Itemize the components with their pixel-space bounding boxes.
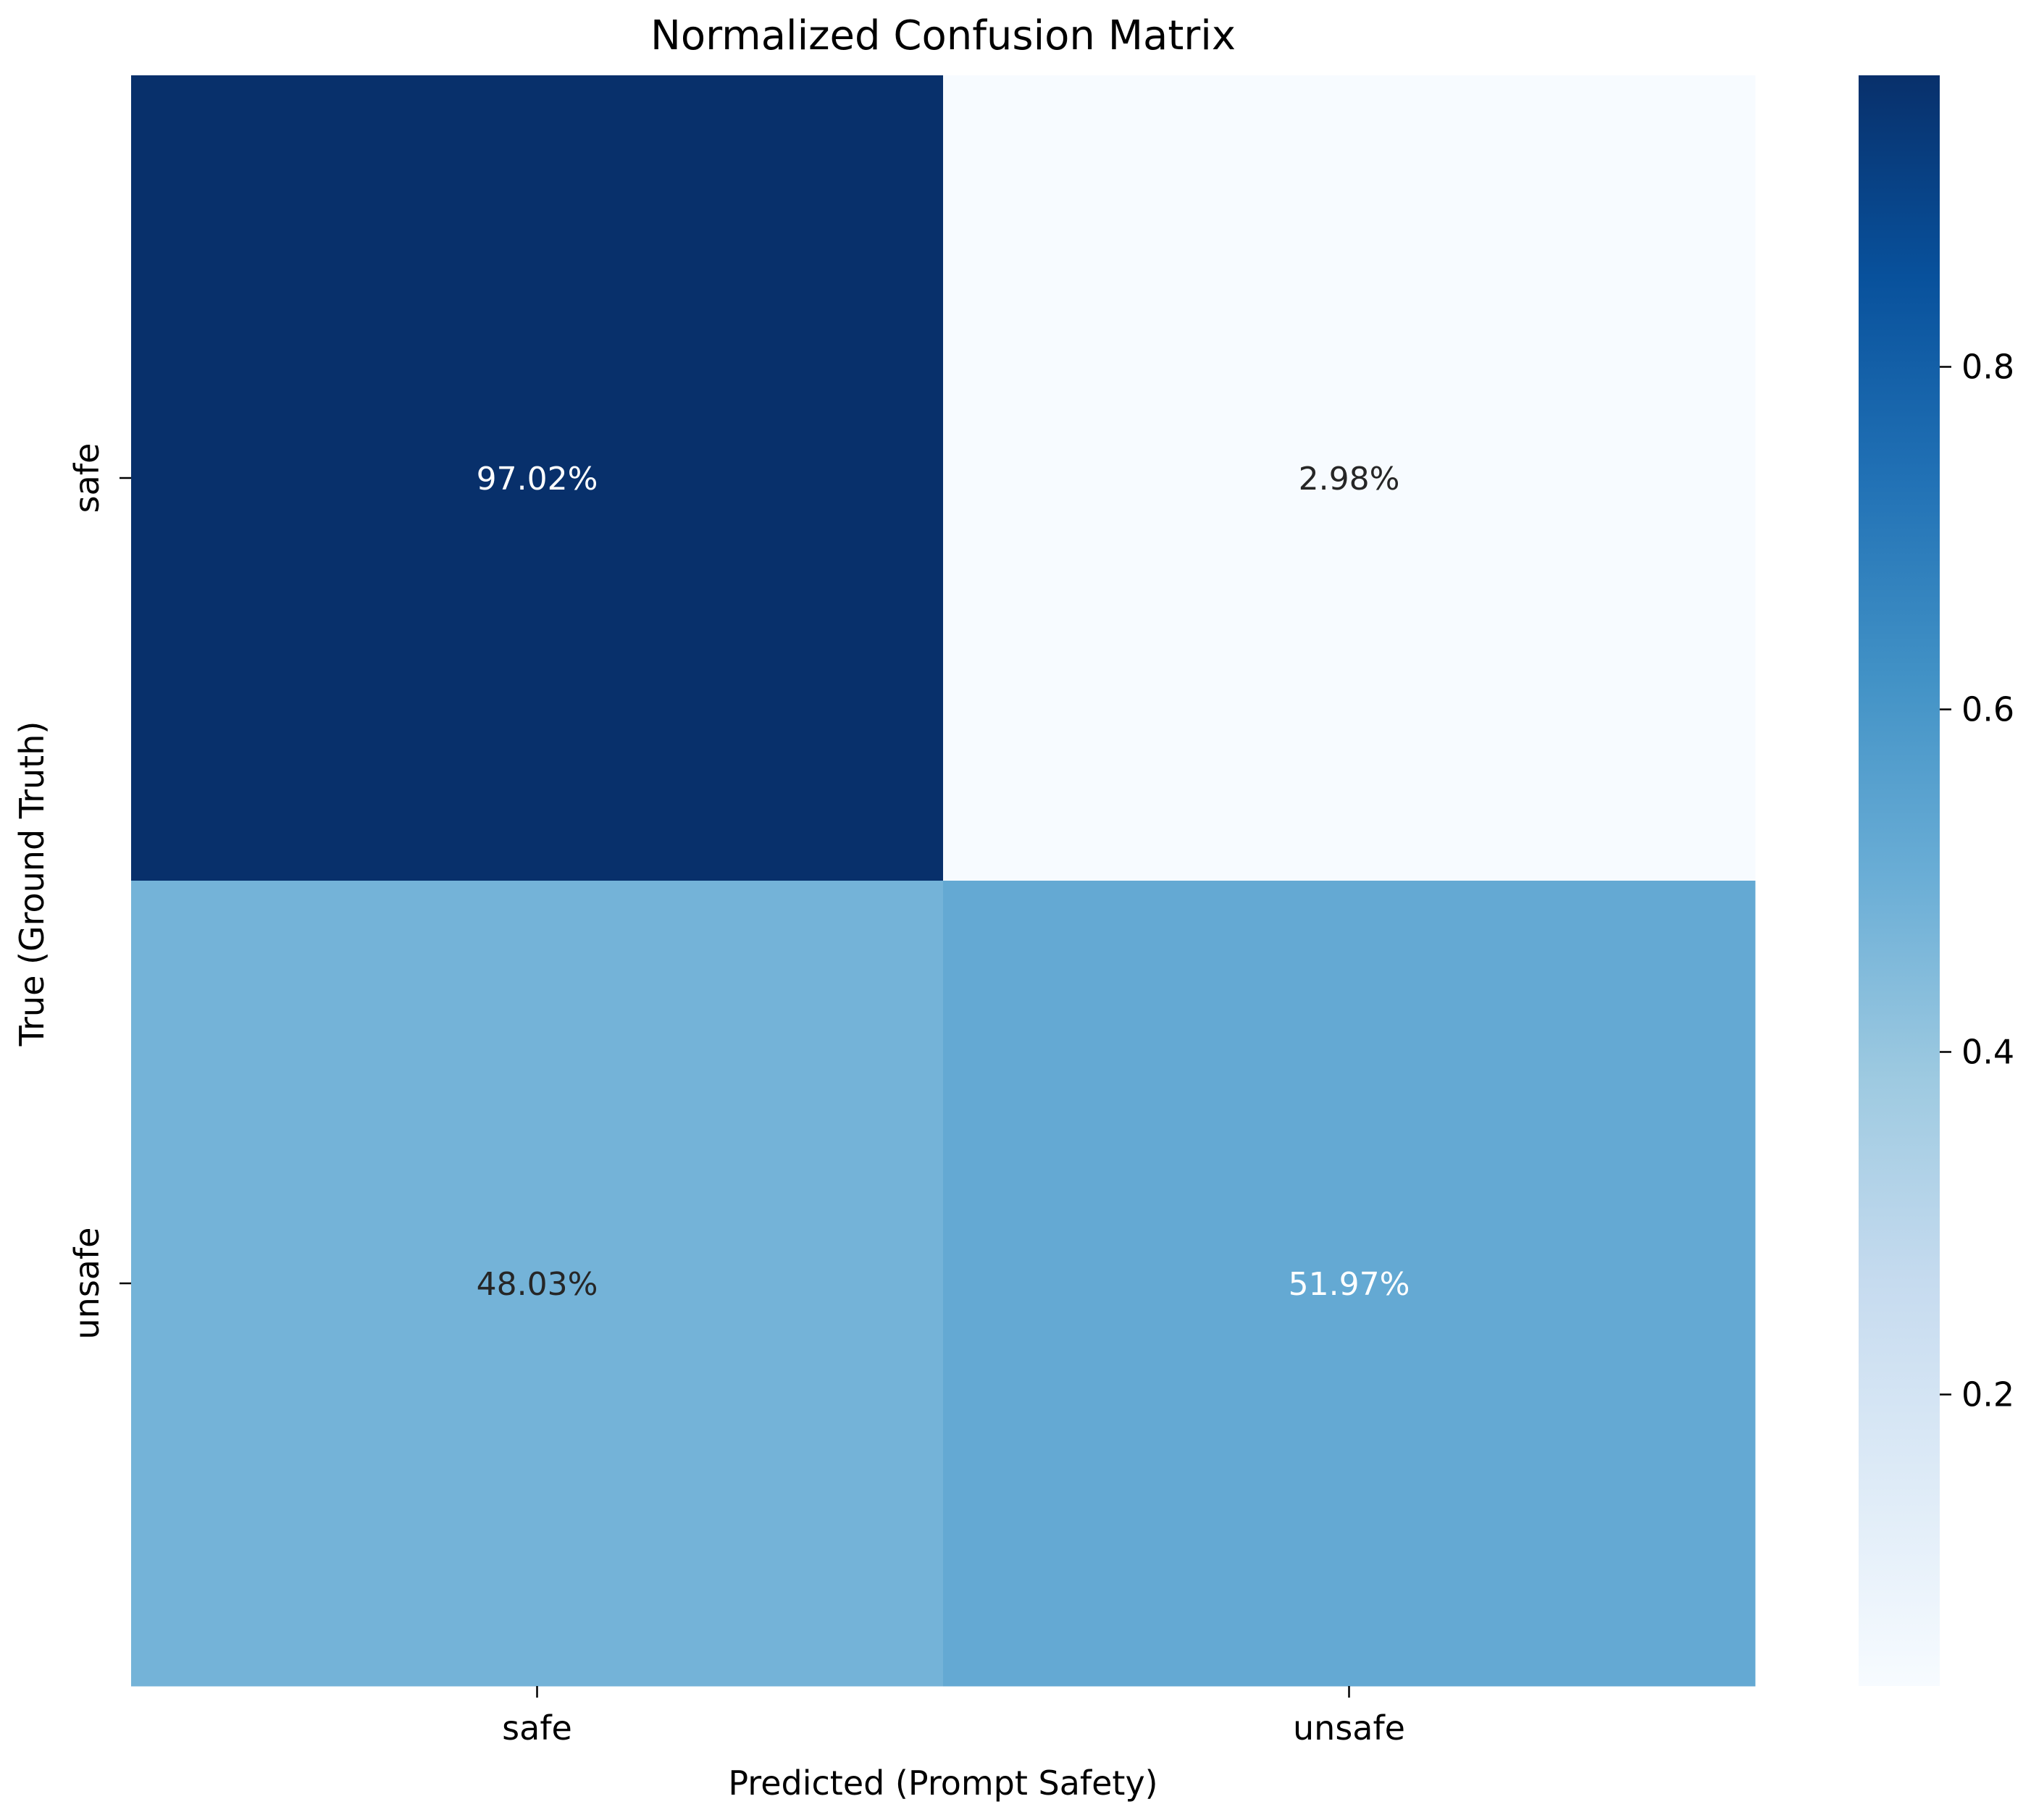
colorbar-tick-label: 0.6 <box>1961 690 2014 729</box>
colorbar <box>1859 75 1940 1686</box>
y-axis-ticks: safe unsafe <box>67 443 131 1340</box>
colorbar-ticks: 0.2 0.4 0.6 0.8 <box>1940 348 2014 1414</box>
y-tick-label: unsafe <box>67 1228 106 1340</box>
heatmap-cell-safe-unsafe <box>943 75 1756 881</box>
heatmap-cell-safe-safe <box>131 75 944 881</box>
cell-value-label: 2.98% <box>1299 461 1400 498</box>
colorbar-tick-label: 0.8 <box>1961 348 2014 387</box>
heatmap-cell-unsafe-unsafe <box>943 881 1756 1687</box>
heatmap-cells <box>131 75 1756 1687</box>
heatmap-cell-labels: 97.02% 2.98% 48.03% 51.97% <box>477 461 1410 1303</box>
x-axis-label: Predicted (Prompt Safety) <box>728 1764 1157 1803</box>
colorbar-tick-label: 0.2 <box>1961 1375 2014 1414</box>
cell-value-label: 97.02% <box>477 461 598 498</box>
y-axis-label: True (Ground Truth) <box>12 721 51 1047</box>
colorbar-tick-label: 0.4 <box>1961 1032 2014 1071</box>
x-tick-label: safe <box>502 1708 572 1748</box>
cell-value-label: 51.97% <box>1289 1266 1410 1303</box>
y-tick-label: safe <box>67 443 106 513</box>
x-axis-ticks: safe unsafe <box>502 1686 1405 1748</box>
chart-title: Normalized Confusion Matrix <box>650 12 1236 59</box>
cell-value-label: 48.03% <box>477 1266 598 1303</box>
heatmap-cell-unsafe-safe <box>131 881 944 1687</box>
x-tick-label: unsafe <box>1293 1708 1405 1748</box>
